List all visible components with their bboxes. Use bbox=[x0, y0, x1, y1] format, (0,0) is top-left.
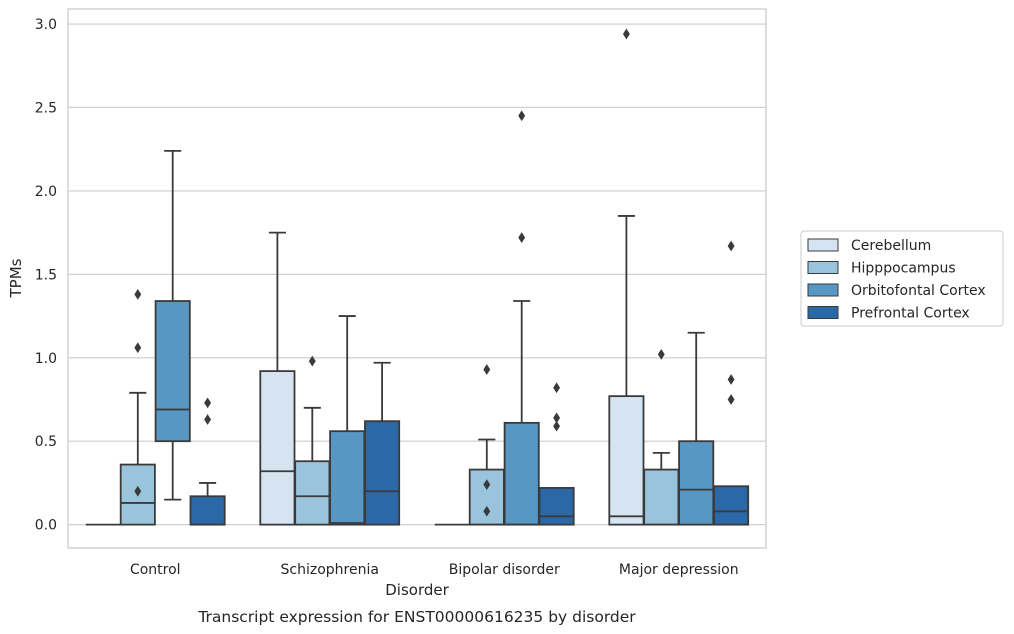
y-tick-label: 2.5 bbox=[35, 100, 57, 116]
box-body bbox=[259, 370, 296, 526]
x-tick-label: Bipolar disorder bbox=[449, 562, 560, 578]
box-0-2 bbox=[154, 149, 191, 501]
outlier-point bbox=[657, 349, 665, 360]
outlier-point bbox=[553, 412, 561, 424]
box-body bbox=[643, 468, 680, 526]
legend-swatch bbox=[807, 283, 839, 297]
box-body bbox=[538, 487, 575, 526]
x-axis-label: Disorder bbox=[385, 581, 449, 599]
outlier-point bbox=[134, 485, 142, 497]
y-tick-label: 0.0 bbox=[35, 518, 57, 534]
plot-background bbox=[68, 9, 766, 548]
box-body bbox=[678, 440, 715, 526]
y-tick-label: 0.5 bbox=[35, 434, 57, 450]
box-groups bbox=[85, 28, 750, 526]
y-axis-label: TPMs bbox=[7, 258, 25, 298]
outlier-point bbox=[727, 374, 735, 385]
box-1-2 bbox=[329, 315, 366, 526]
legend-label: Cerebellum bbox=[851, 238, 931, 254]
outlier-point bbox=[553, 382, 561, 394]
box-body bbox=[189, 495, 226, 526]
outlier-point bbox=[553, 420, 561, 432]
outlier-point bbox=[727, 240, 735, 252]
box-body bbox=[503, 421, 540, 526]
outlier-point bbox=[518, 110, 526, 122]
legend-label: Orbitofontal Cortex bbox=[851, 283, 986, 299]
box-2-3 bbox=[538, 382, 575, 526]
legend-swatch bbox=[807, 261, 839, 274]
x-tick-label: Schizophrenia bbox=[281, 562, 379, 578]
legend-swatch bbox=[807, 238, 839, 252]
outlier-point bbox=[518, 232, 526, 243]
y-tick-labels: 0.0 0.5 1.0 1.5 2.0 2.5 3.0 bbox=[35, 17, 57, 534]
outlier-point bbox=[204, 414, 212, 425]
box-3-2 bbox=[678, 331, 715, 526]
outlier-point bbox=[483, 364, 491, 375]
plot-frame bbox=[67, 8, 767, 549]
box-0-3 bbox=[189, 397, 226, 526]
outlier-point bbox=[483, 505, 491, 517]
box-2-1 bbox=[468, 364, 505, 526]
legend-swatch bbox=[807, 306, 839, 319]
outlier-point bbox=[204, 397, 212, 409]
box-body bbox=[329, 430, 366, 526]
chart-caption: Transcript expression for ENST0000061623… bbox=[197, 608, 636, 626]
box-3-0 bbox=[608, 28, 645, 526]
outlier-point bbox=[308, 355, 316, 367]
box-body bbox=[154, 300, 191, 443]
box-body bbox=[364, 420, 401, 526]
outlier-point bbox=[134, 288, 142, 300]
box-body bbox=[608, 395, 645, 526]
box-0-1 bbox=[119, 288, 156, 526]
box-3-3 bbox=[713, 240, 750, 526]
box-2-2 bbox=[503, 110, 540, 526]
x-tick-label: Control bbox=[130, 562, 181, 578]
y-tick-label: 2.0 bbox=[35, 184, 57, 200]
y-tick-label: 1.0 bbox=[35, 351, 57, 367]
x-tick-labels: Control Schizophrenia Bipolar disorder Majo… bbox=[130, 562, 739, 578]
y-tick-label: 1.5 bbox=[35, 267, 57, 283]
legend: Cerebellum Hipppocampus Orbitofontal Corte… bbox=[800, 230, 1004, 327]
outlier-point bbox=[622, 28, 630, 40]
box-1-3 bbox=[364, 361, 401, 526]
box-1-0 bbox=[259, 231, 296, 526]
legend-label: Hipppocampus bbox=[851, 261, 956, 277]
legend-frame bbox=[800, 230, 1004, 327]
x-tick-label: Major depression bbox=[619, 562, 739, 578]
outlier-point bbox=[134, 342, 142, 354]
outlier-point bbox=[727, 394, 735, 405]
y-tick-label: 3.0 bbox=[35, 17, 57, 33]
outlier-point bbox=[483, 479, 491, 490]
legend-label: Prefrontal Cortex bbox=[851, 306, 970, 322]
box-body bbox=[294, 460, 331, 526]
box-body bbox=[713, 485, 750, 526]
box-3-1 bbox=[643, 349, 680, 526]
